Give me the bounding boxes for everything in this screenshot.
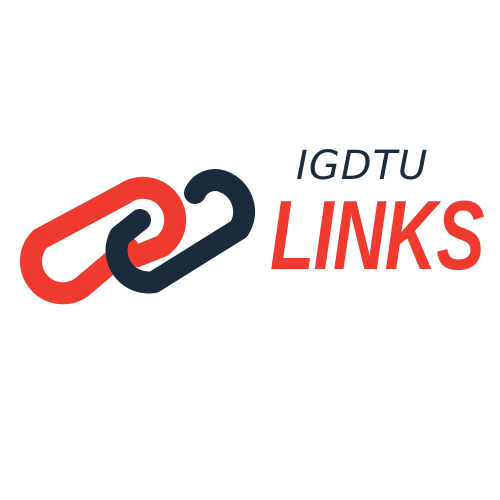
logo-main-text: LINKS [270,186,484,284]
